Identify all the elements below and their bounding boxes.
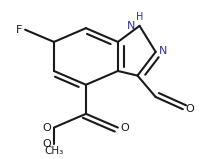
Text: N: N: [159, 46, 167, 56]
Text: O: O: [186, 104, 194, 114]
Text: O: O: [43, 123, 51, 133]
Text: F: F: [16, 25, 23, 35]
Text: N: N: [127, 21, 135, 31]
Text: O: O: [121, 123, 129, 133]
Text: H: H: [136, 12, 143, 22]
Text: O: O: [43, 139, 51, 149]
Text: CH₃: CH₃: [44, 146, 64, 156]
